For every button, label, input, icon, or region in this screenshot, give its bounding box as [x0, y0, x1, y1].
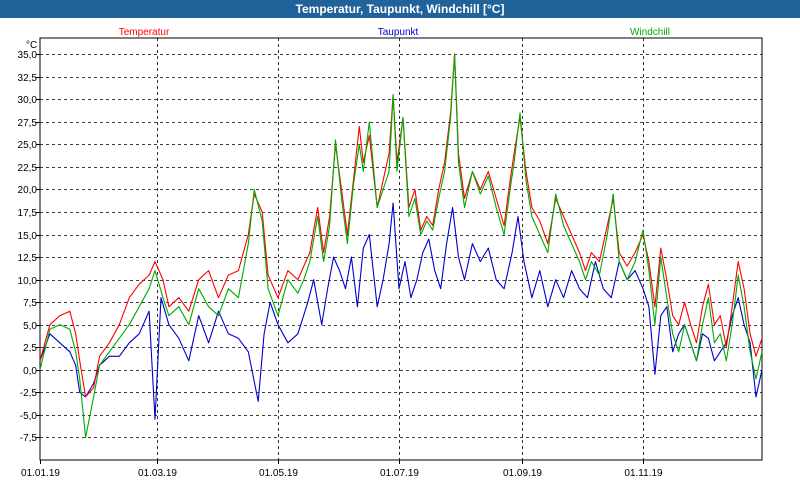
series-line-windchill: [39, 53, 763, 439]
y-tick-label: 25,0: [18, 140, 38, 151]
x-tick-label: 01.09.19: [503, 468, 542, 479]
y-tick-label: 2,5: [23, 343, 37, 354]
plot-area: [39, 37, 763, 461]
y-tick-label: 12,5: [18, 253, 38, 264]
y-tick-label: 27,5: [18, 118, 38, 129]
x-tick-label: 01.03.19: [138, 468, 177, 479]
y-tick-label: 5,0: [23, 321, 37, 332]
y-tick-label: -7,5: [20, 433, 38, 444]
y-tick-label: -2,5: [20, 388, 38, 399]
x-tick-label: 01.11.19: [624, 468, 663, 479]
y-tick-label: 7,5: [23, 298, 37, 309]
legend-taupunkt: Taupunkt: [378, 27, 419, 38]
x-tick-label: 01.05.19: [259, 468, 298, 479]
y-tick-label: 10,0: [18, 276, 38, 287]
chart-canvas: 35,0 32,5 30,0 27,5 25,0 22,5 20,0 17,5 15,0 12,5…: [18, 27, 763, 479]
x-tick-label: 01.07.19: [380, 468, 419, 479]
x-tick-label: 01.01.19: [21, 468, 60, 479]
y-unit-label: °C: [26, 40, 37, 51]
y-tick-label: 20,0: [18, 185, 38, 196]
y-tick-label: 0,0: [23, 366, 37, 377]
y-tick-label: 32,5: [18, 73, 38, 84]
window-title: Temperatur, Taupunkt, Windchill [°C]: [0, 0, 800, 18]
y-tick-label: 35,0: [18, 50, 38, 61]
y-tick-label: 22,5: [18, 163, 38, 174]
legend-windchill: Windchill: [630, 27, 670, 38]
y-tick-label: 15,0: [18, 231, 38, 242]
series-line-temperatur: [39, 53, 763, 398]
legend-temperatur: Temperatur: [119, 27, 170, 38]
y-tick-label: 17,5: [18, 208, 38, 219]
y-tick-label: 30,0: [18, 95, 38, 106]
y-tick-label: -5,0: [20, 411, 38, 422]
series-line-taupunkt: [39, 202, 763, 420]
